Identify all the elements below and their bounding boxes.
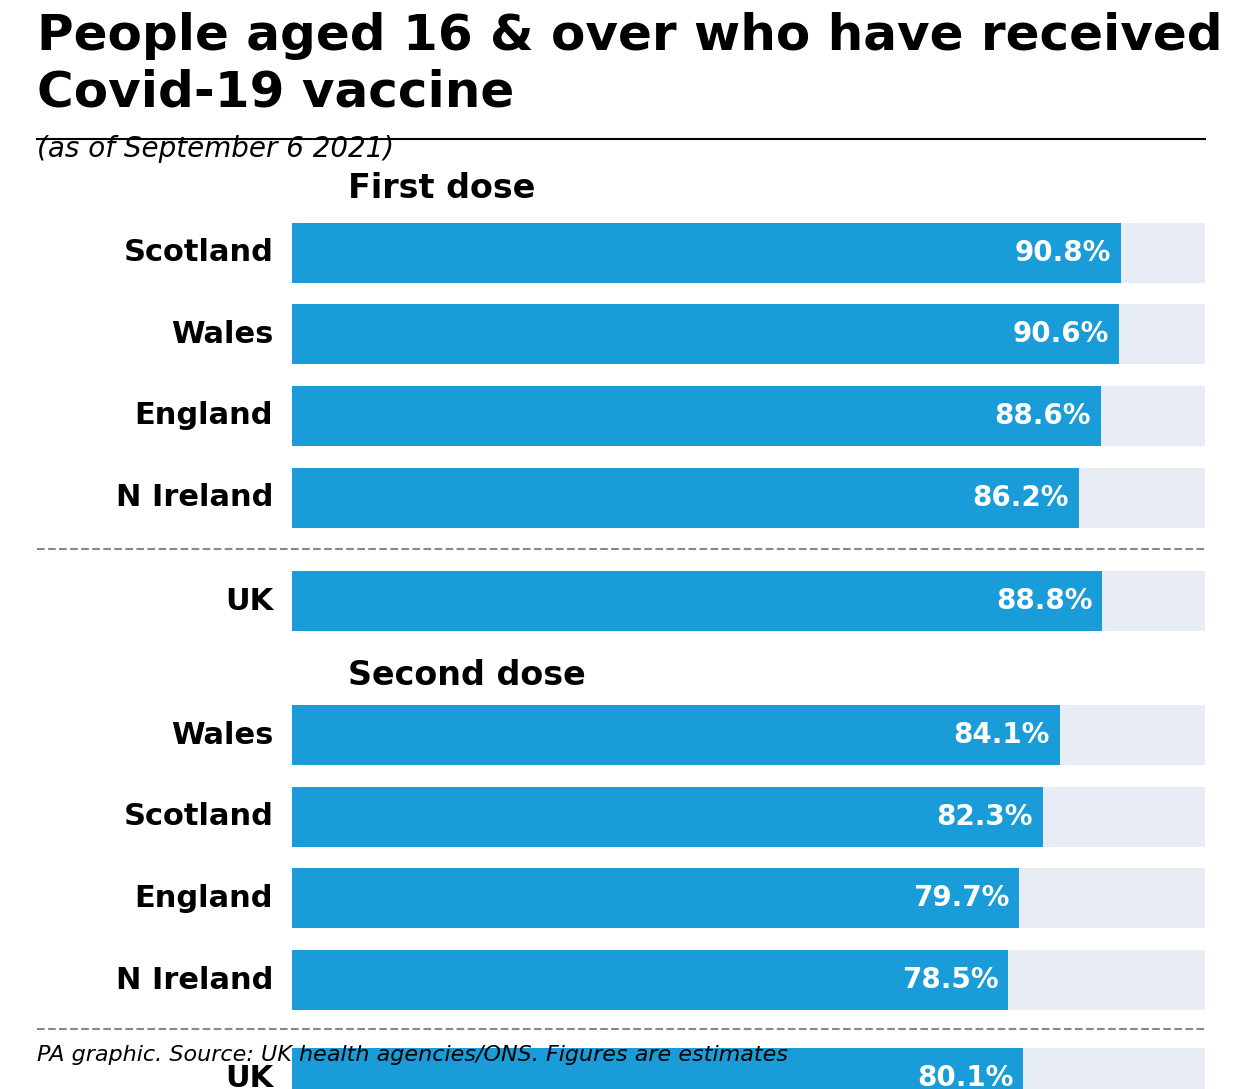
Text: First dose: First dose xyxy=(348,172,535,205)
Text: N Ireland: N Ireland xyxy=(116,484,273,512)
Bar xyxy=(292,572,1205,632)
Text: 84.1%: 84.1% xyxy=(954,721,1049,749)
Bar xyxy=(292,950,1205,1011)
Bar xyxy=(292,304,1205,364)
Bar xyxy=(292,386,1100,446)
Text: Wales: Wales xyxy=(171,320,273,348)
Text: 88.8%: 88.8% xyxy=(996,587,1093,615)
Text: Wales: Wales xyxy=(171,721,273,749)
Text: UK: UK xyxy=(225,1064,273,1089)
Bar xyxy=(292,1048,1205,1089)
Bar xyxy=(292,572,1103,632)
Text: 88.6%: 88.6% xyxy=(995,402,1090,430)
Bar xyxy=(292,786,1043,847)
Bar xyxy=(292,467,1205,527)
Bar xyxy=(292,222,1205,282)
Text: Second dose: Second dose xyxy=(348,659,585,692)
Text: 90.6%: 90.6% xyxy=(1012,320,1109,348)
Bar xyxy=(292,706,1205,764)
Bar xyxy=(292,869,1020,928)
Text: People aged 16 & over who have received: People aged 16 & over who have received xyxy=(37,12,1223,60)
Text: England: England xyxy=(134,884,273,913)
Text: Scotland: Scotland xyxy=(123,238,273,267)
Text: Scotland: Scotland xyxy=(123,803,273,831)
Bar xyxy=(292,386,1205,446)
Text: 80.1%: 80.1% xyxy=(917,1064,1013,1089)
Text: PA graphic. Source: UK health agencies/ONS. Figures are estimates: PA graphic. Source: UK health agencies/O… xyxy=(37,1045,789,1065)
Text: (as of September 6 2021): (as of September 6 2021) xyxy=(37,135,395,163)
Text: UK: UK xyxy=(225,587,273,615)
Bar xyxy=(292,869,1205,928)
Text: 82.3%: 82.3% xyxy=(936,803,1033,831)
Bar xyxy=(292,222,1120,282)
Bar xyxy=(292,786,1205,847)
Text: Covid-19 vaccine: Covid-19 vaccine xyxy=(37,69,514,117)
Bar xyxy=(292,467,1079,527)
Bar xyxy=(292,1048,1023,1089)
Bar xyxy=(292,304,1119,364)
Bar xyxy=(292,706,1059,764)
Text: 79.7%: 79.7% xyxy=(913,884,1010,913)
Text: England: England xyxy=(134,402,273,430)
Bar xyxy=(292,950,1009,1011)
Text: 86.2%: 86.2% xyxy=(972,484,1069,512)
Text: N Ireland: N Ireland xyxy=(116,966,273,994)
Text: 90.8%: 90.8% xyxy=(1015,238,1110,267)
Text: 78.5%: 78.5% xyxy=(902,966,999,994)
